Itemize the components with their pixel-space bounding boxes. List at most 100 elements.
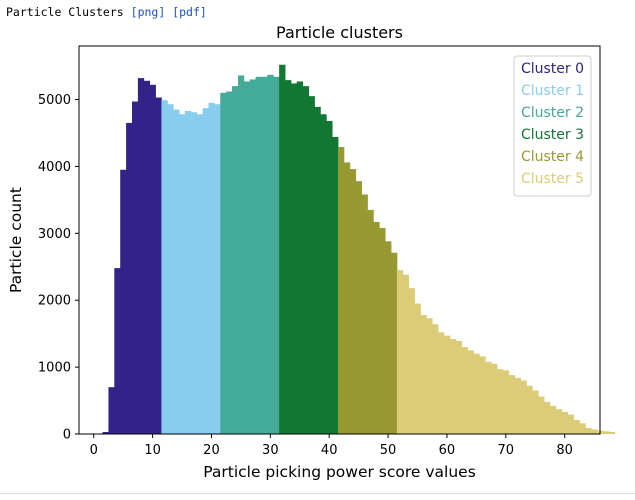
bar [426, 318, 433, 434]
bar [155, 97, 162, 434]
bar [167, 104, 174, 434]
figure-header: Particle Clusters [png] [pdf] [6, 5, 207, 19]
x-tick-label: 40 [321, 443, 338, 458]
bar [379, 227, 386, 434]
x-tick-label: 70 [498, 443, 515, 458]
bar [414, 303, 421, 434]
bar [349, 169, 357, 434]
bar [408, 288, 415, 434]
bar [385, 241, 392, 434]
png-link[interactable]: [png] [130, 5, 166, 19]
bar [308, 96, 315, 435]
bar [396, 270, 404, 434]
bar [149, 84, 156, 435]
bar [249, 79, 257, 434]
bar [438, 332, 445, 434]
bar [467, 350, 474, 434]
bar [126, 122, 133, 435]
bar [532, 390, 539, 434]
bar [479, 356, 486, 434]
x-tick-label: 80 [556, 443, 573, 458]
series-3 [279, 64, 339, 435]
x-tick-label: 20 [203, 443, 220, 458]
y-tick-label: 0 [63, 428, 71, 443]
axes-layer [78, 45, 601, 435]
legend-entry: Cluster 1 [521, 83, 584, 99]
y-tick-label: 4000 [38, 160, 71, 175]
bar [143, 80, 151, 434]
series-1 [161, 100, 221, 435]
x-axis-label: Particle picking power score values [203, 463, 476, 481]
bar [391, 252, 398, 434]
y-tick-label: 3000 [38, 227, 71, 242]
bar [485, 361, 492, 434]
bar [432, 324, 439, 434]
y-ticks: 0 1000 2000 3000 4000 5000 [38, 93, 79, 443]
bar [290, 83, 298, 435]
bar [602, 431, 610, 434]
bar [131, 101, 139, 435]
bar [473, 353, 480, 434]
bar [579, 423, 586, 434]
series-5 [396, 270, 616, 434]
bar [514, 377, 521, 434]
bar [320, 114, 327, 434]
bar [367, 209, 374, 434]
bar [285, 80, 292, 435]
bar [585, 427, 592, 434]
bar [179, 114, 186, 434]
bar [208, 102, 215, 435]
bar [355, 181, 362, 434]
bar [108, 387, 115, 434]
bar [461, 347, 468, 434]
bar [261, 76, 268, 435]
bar [226, 91, 233, 435]
bar [232, 86, 239, 434]
bar [332, 136, 339, 435]
bar [279, 64, 286, 434]
bar [449, 339, 457, 434]
x-tick-label: 10 [144, 443, 161, 458]
bar [508, 375, 516, 434]
bar [302, 86, 309, 434]
bar [496, 369, 504, 434]
bar [502, 370, 510, 434]
bar [120, 169, 127, 434]
x-tick-label: 60 [439, 443, 456, 458]
legend-entry: Cluster 5 [521, 171, 584, 187]
bar [102, 431, 109, 434]
legend-box [513, 55, 592, 197]
legend-entry: Cluster 4 [521, 149, 584, 165]
bar [137, 78, 145, 435]
bar [190, 112, 198, 434]
bar [220, 92, 227, 434]
bar [361, 194, 368, 434]
y-tick-label: 5000 [38, 93, 71, 108]
plot-frame [78, 45, 601, 435]
bar [455, 341, 463, 434]
bar [567, 414, 574, 434]
bar [591, 429, 598, 434]
y-tick-label: 2000 [38, 294, 71, 309]
bar [555, 409, 563, 434]
bar [161, 100, 168, 434]
pdf-link[interactable]: [pdf] [172, 5, 207, 19]
bar [491, 363, 498, 434]
bar [267, 74, 274, 435]
bar [338, 147, 345, 434]
bar [443, 335, 451, 434]
bars-layer [102, 64, 616, 435]
series-2 [220, 74, 280, 435]
bar [373, 221, 380, 434]
legend-entry: Cluster 2 [521, 105, 584, 121]
figure-header-title: Particle Clusters [6, 5, 124, 19]
x-tick-label: 30 [262, 443, 279, 458]
bottom-divider [0, 493, 635, 494]
legend-entry: Cluster 3 [521, 127, 584, 143]
x-ticks: 0 10 20 30 40 50 60 70 80 [90, 434, 573, 458]
y-tick-label: 1000 [38, 361, 71, 376]
bar [255, 76, 262, 435]
